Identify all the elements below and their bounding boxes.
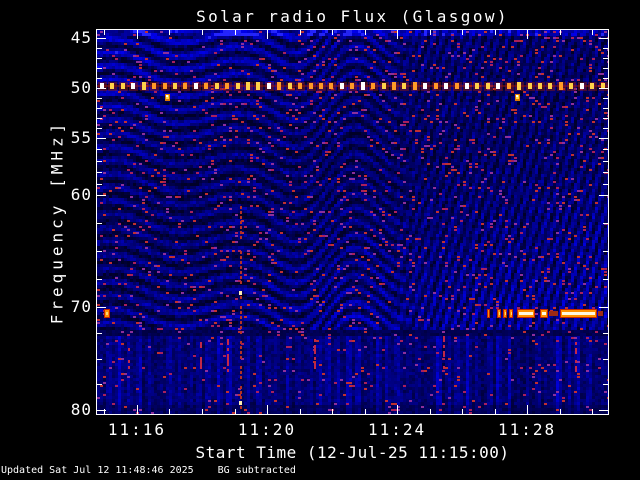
x-tick-1124: 11:24	[367, 420, 427, 439]
y-tick-80mhz: 80	[70, 400, 92, 420]
y-tick-60mhz: 60	[70, 185, 92, 205]
y-tick-70mhz: 70	[70, 296, 92, 316]
x-tick-1120: 11:20	[237, 420, 297, 439]
y-tick-45mhz: 45	[70, 28, 92, 48]
spectrogram-canvas	[97, 30, 608, 414]
y-tick-55mhz: 55	[70, 127, 92, 147]
status-updated-text: Updated Sat Jul 12 11:48:46 2025	[1, 465, 194, 476]
status-bar: Updated Sat Jul 12 11:48:46 2025 BG subtr…	[1, 465, 296, 476]
status-bg-subtracted-text: BG subtracted	[217, 465, 296, 476]
x-tick-1128: 11:28	[497, 420, 557, 439]
plot-frame	[96, 29, 609, 415]
y-tick-50mhz: 50	[70, 77, 92, 97]
chart-title: Solar radio Flux (Glasgow)	[196, 7, 509, 26]
y-axis-label: Frequency [MHz]	[47, 119, 67, 325]
x-tick-1116: 11:16	[107, 420, 167, 439]
x-axis-label: Start Time (12-Jul-25 11:15:00)	[195, 443, 510, 462]
